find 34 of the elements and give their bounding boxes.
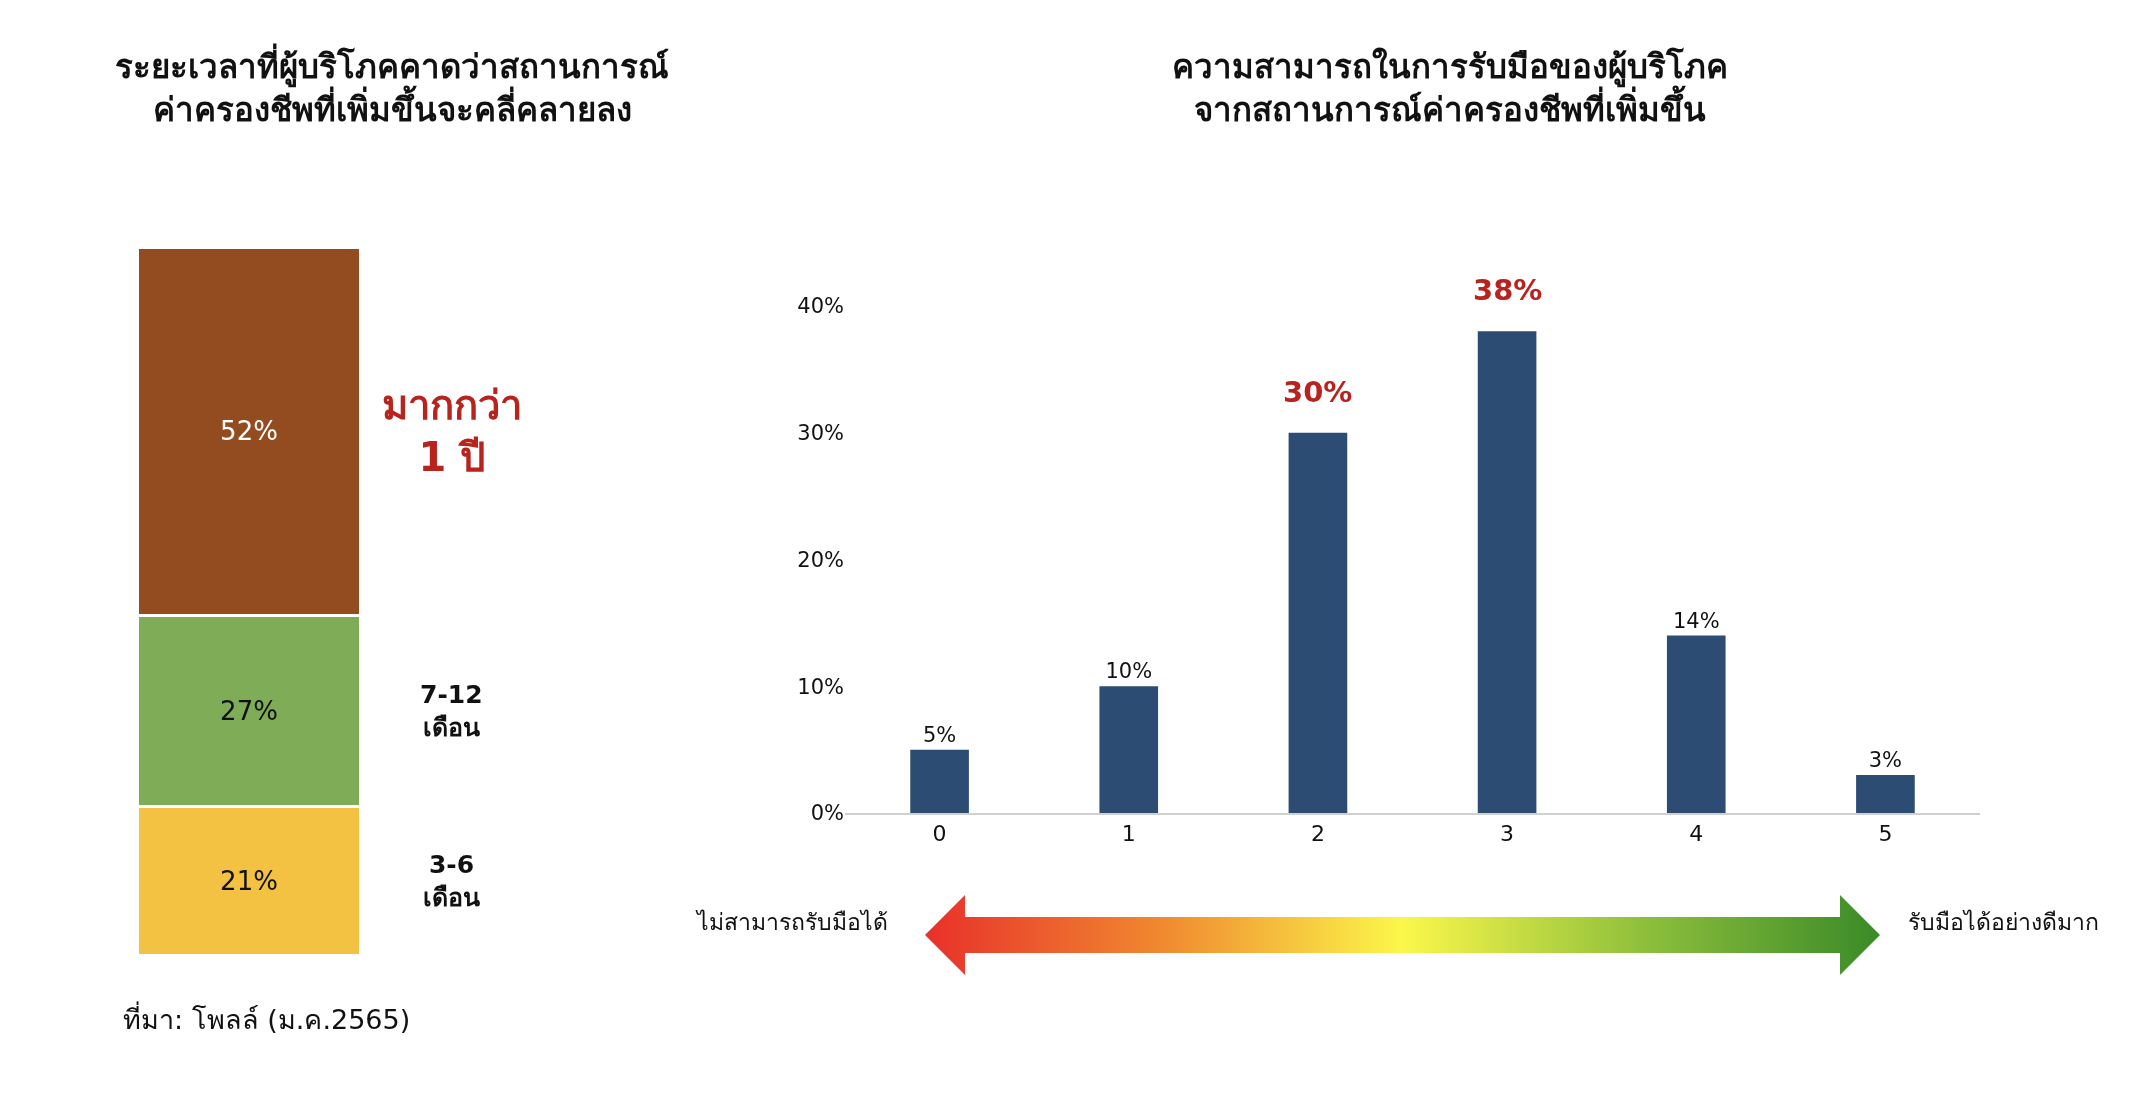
chart-title: ความสามารถในการรับมือของผู้บริโภค จากสถานการณ์ค่าครองชีพที่เพิ่มขึ้น (1171, 47, 1728, 130)
bar (1288, 432, 1348, 813)
bar (1099, 686, 1159, 813)
y-tick-label: 0% (810, 801, 844, 826)
series-label: มากกว่า 1 ปี (382, 382, 522, 480)
text: รับมือได้อย่างดีมาก (1908, 909, 2099, 935)
data-label: 52% (220, 416, 278, 447)
data-label: 10% (1105, 659, 1153, 684)
data-label: 3% (1868, 747, 1903, 772)
text: 3-6 เดือน (423, 850, 480, 912)
x-tick-label: 1 (1121, 821, 1136, 847)
data-label: 14% (1672, 608, 1720, 633)
text: 7-12 เดือน (420, 680, 483, 742)
bar (1856, 774, 1915, 813)
data-label: 5% (922, 722, 957, 747)
y-tick-label: 20% (797, 547, 844, 572)
y-tick-label: 10% (797, 674, 844, 699)
bar (1666, 635, 1726, 813)
data-label: 27% (220, 695, 278, 726)
y-tick-label: 30% (797, 421, 844, 446)
x-tick-label: 2 (1310, 821, 1325, 847)
x-tick-label: 0 (932, 821, 947, 847)
bar (910, 749, 969, 813)
y-tick-label: 40% (797, 294, 844, 319)
text: ไม่สามารถรับมือได้ (695, 909, 888, 935)
chart-title: ระยะเวลาที่ผู้บริโภคคาดว่าสถานการณ์ ค่าครองชีพที่เพิ่มขึ้นจะคลี่คลายลง (115, 43, 669, 130)
x-tick-label: 4 (1689, 821, 1704, 847)
bar (1477, 331, 1537, 813)
data-label: 21% (220, 865, 278, 896)
x-tick-label: 3 (1500, 821, 1515, 847)
x-tick-label: 5 (1878, 821, 1893, 847)
text: ที่มา: โพลล์ (ม.ค.2565) (123, 1001, 411, 1035)
annotation: 38% (1473, 273, 1543, 307)
annotation: 30% (1283, 375, 1353, 409)
